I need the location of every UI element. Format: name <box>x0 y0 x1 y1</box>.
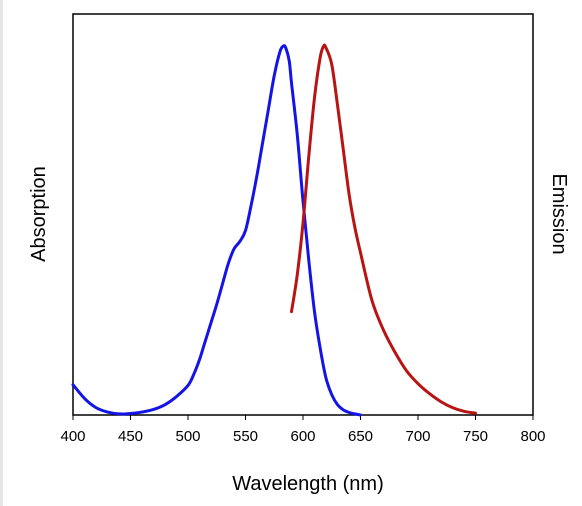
x-tick-label: 800 <box>520 428 545 445</box>
absorption-curve <box>71 44 362 417</box>
x-tick-label: 600 <box>290 428 315 445</box>
x-tick-label: 450 <box>118 428 143 445</box>
emission-curve <box>290 43 477 415</box>
x-axis-title: Wavelength (nm) <box>232 473 384 495</box>
x-tick-label: 700 <box>405 428 430 445</box>
x-axis-ticks: 400 450 500 550 600 650 700 750 800 <box>60 415 546 445</box>
x-tick-label: 750 <box>463 428 488 445</box>
x-tick-label: 650 <box>348 428 373 445</box>
x-tick-label: 400 <box>60 428 85 445</box>
x-tick-label: 550 <box>233 428 258 445</box>
x-tick-label: 500 <box>175 428 200 445</box>
y-axis-title-right: Emission <box>548 173 570 254</box>
y-axis-title-left: Absorption <box>28 166 50 262</box>
series-group <box>71 43 477 417</box>
left-edge-rule <box>0 0 3 506</box>
